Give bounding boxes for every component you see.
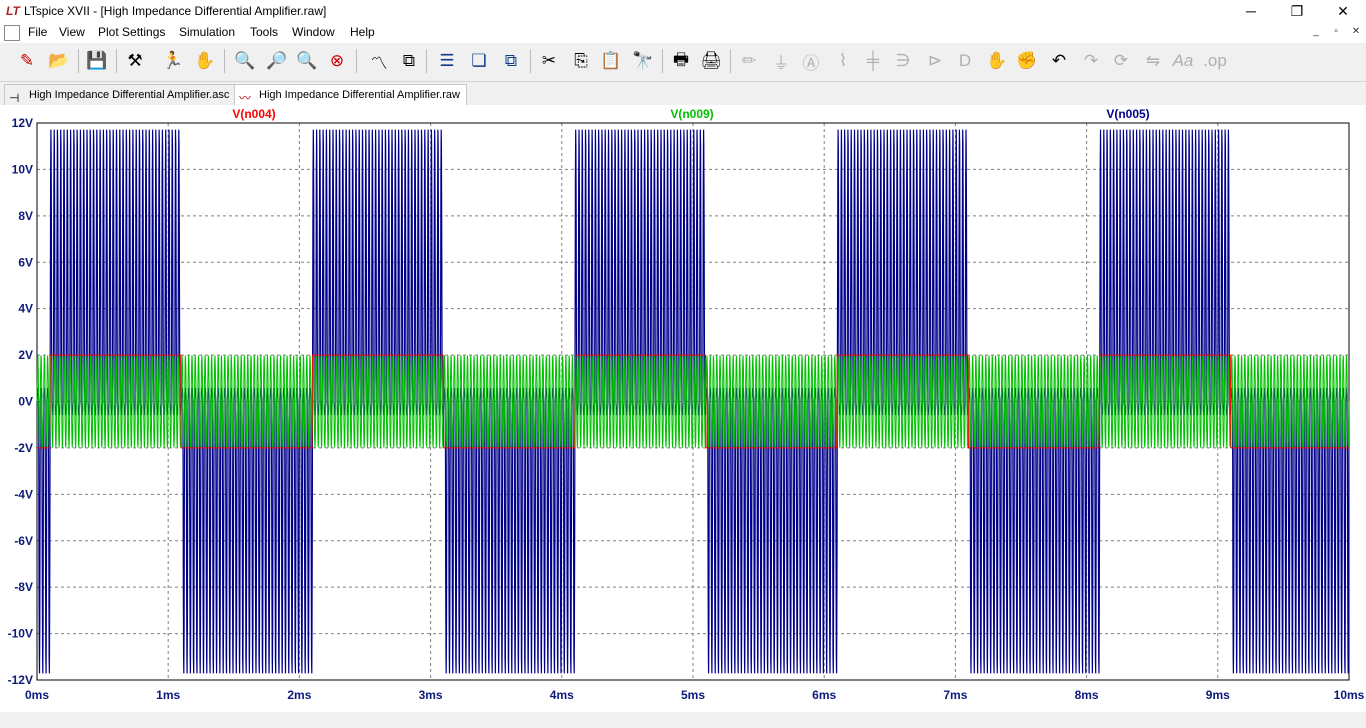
paste-icon[interactable]: 📋 [600, 51, 622, 70]
find-icon[interactable]: 🔭 [632, 51, 654, 70]
zoom-out-icon[interactable]: 🔍 [296, 51, 318, 70]
split-plot-icon[interactable]: ⧉ [402, 51, 416, 70]
label-net-icon[interactable]: Ⓐ [802, 53, 820, 73]
x-tick-label: 6ms [812, 688, 836, 702]
status-bar [0, 712, 1366, 728]
spice-directive-icon[interactable]: .op [1203, 51, 1227, 70]
tile-vertical-icon[interactable]: ⧉ [504, 51, 518, 70]
menu-view[interactable]: View [59, 25, 85, 39]
waveform-viewer[interactable]: 0ms 1ms 2ms 3ms 4ms 5ms 6ms 7ms 8ms 9ms 10ms 12V 10V… [0, 105, 1366, 712]
x-tick-label: 3ms [419, 688, 443, 702]
tab-waveform-label: High Impedance Differential Amplifier.ra… [259, 89, 460, 101]
menu-tools[interactable]: Tools [250, 25, 279, 39]
menu-bar: File View Plot Settings Simulation Tools… [0, 22, 1366, 43]
y-tick-label: -8V [14, 580, 33, 594]
x-tick-label: 5ms [681, 688, 705, 702]
tab-schematic[interactable]: ⊣ High Impedance Differential Amplifier.… [4, 84, 237, 105]
document-menu-icon[interactable] [4, 25, 20, 41]
y-tick-label: -6V [14, 534, 33, 548]
menu-window[interactable]: Window [292, 25, 335, 39]
draw-wire-icon[interactable]: ✏ [741, 51, 757, 70]
y-tick-label: 8V [18, 209, 33, 223]
cut-icon[interactable]: ✂ [541, 51, 557, 70]
menu-file[interactable]: File [28, 25, 48, 39]
component-icon[interactable]: D [958, 51, 972, 70]
undo-icon[interactable]: ↶ [1051, 51, 1067, 70]
y-tick-label: 2V [18, 348, 33, 362]
window-title: LTspice XVII - [High Impedance Different… [24, 4, 327, 18]
autorange-icon[interactable]: 〽 [370, 53, 388, 73]
waveform-icon: 〰 [239, 91, 252, 105]
ground-icon[interactable]: ⏚ [772, 53, 790, 73]
rotate-icon[interactable]: ⟳ [1113, 51, 1129, 70]
x-tick-label: 9ms [1206, 688, 1230, 702]
menu-help[interactable]: Help [350, 25, 375, 39]
halt-icon[interactable]: ✋ [194, 51, 216, 70]
y-tick-label: 6V [18, 255, 33, 269]
tile-horizontal-icon[interactable]: ☰ [439, 51, 455, 70]
drag-icon[interactable]: ✊ [1016, 51, 1038, 70]
zoom-in-icon[interactable]: 🔍 [234, 51, 256, 70]
x-tick-label: 4ms [550, 688, 574, 702]
mirror-icon[interactable]: ⇋ [1145, 51, 1161, 70]
text-icon[interactable]: Aa [1172, 51, 1194, 70]
run-icon[interactable]: 🏃 [162, 51, 184, 70]
menu-simulation[interactable]: Simulation [179, 25, 236, 39]
mdi-close-button[interactable]: ✕ [1351, 26, 1361, 37]
mdi-minimize-button[interactable]: _ [1313, 26, 1319, 37]
x-tick-label: 1ms [156, 688, 180, 702]
maximize-button[interactable]: ❐ [1290, 3, 1304, 19]
x-tick-label: 0ms [25, 688, 49, 702]
capacitor-icon[interactable]: ╪ [866, 51, 880, 70]
zoom-full-icon[interactable]: ⊗ [329, 51, 345, 70]
legend-label: V(n009) [670, 107, 713, 121]
print-setup-icon[interactable]: 🖨 [700, 51, 722, 70]
close-button[interactable]: ✕ [1337, 3, 1349, 19]
legend-label: V(n005) [1106, 107, 1149, 121]
waveform-plot[interactable]: 0ms 1ms 2ms 3ms 4ms 5ms 6ms 7ms 8ms 9ms 10ms 12V 10V… [0, 105, 1366, 712]
y-tick-label: -12V [8, 673, 33, 687]
cascade-icon[interactable]: ❏ [471, 51, 487, 70]
y-tick-label: -4V [14, 487, 33, 501]
y-tick-label: 12V [12, 116, 33, 130]
tab-waveform[interactable]: 〰 High Impedance Differential Amplifier.… [234, 84, 467, 105]
save-icon[interactable]: 💾 [86, 51, 108, 70]
y-tick-label: -10V [8, 627, 33, 641]
new-schematic-icon[interactable]: ✎ [19, 51, 35, 70]
x-tick-label: 2ms [287, 688, 311, 702]
menu-plot-settings[interactable]: Plot Settings [98, 25, 166, 39]
diode-icon[interactable]: ⊳ [927, 51, 943, 70]
series-v-n004-line [37, 354, 1349, 449]
tab-schematic-label: High Impedance Differential Amplifier.as… [29, 89, 230, 101]
y-tick-label: -2V [14, 441, 33, 455]
y-tick-label: 0V [18, 395, 33, 409]
copy-icon[interactable]: ⎘ [574, 51, 588, 70]
move-icon[interactable]: ✋ [986, 51, 1008, 70]
x-tick-label: 10ms [1334, 688, 1365, 702]
legend-label: V(n004) [232, 107, 275, 121]
control-panel-icon[interactable]: ⚒ [127, 51, 143, 70]
series-v-n009-line [36, 355, 1350, 448]
y-tick-label: 10V [12, 162, 33, 176]
ltspice-logo-icon: LT [6, 4, 20, 18]
toolbar: ✎ 📂 💾 ⚒ 🏃 ✋ 🔍 🔎 🔍 ⊗ 〽 ⧉ ☰ ❏ ⧉ ✂ ⎘ 📋 🔭 🖶 … [0, 43, 1366, 82]
minimize-button[interactable]: ─ [1246, 3, 1256, 19]
x-tick-label: 7ms [943, 688, 967, 702]
inductor-icon[interactable]: ∋ [895, 51, 911, 70]
zoom-box-icon[interactable]: 🔎 [266, 51, 288, 70]
y-tick-label: 4V [18, 302, 33, 316]
x-tick-label: 8ms [1075, 688, 1099, 702]
redo-icon[interactable]: ↷ [1083, 51, 1099, 70]
mdi-restore-button[interactable]: ▫ [1334, 26, 1338, 37]
print-icon[interactable]: 🖶 [672, 49, 690, 69]
document-tabs: ⊣ High Impedance Differential Amplifier.… [0, 82, 1366, 105]
title-bar: LT LTspice XVII - [High Impedance Differ… [0, 0, 1366, 22]
open-icon[interactable]: 📂 [48, 51, 70, 70]
schematic-icon: ⊣ [9, 91, 20, 105]
resistor-icon[interactable]: ⌇ [838, 51, 848, 70]
